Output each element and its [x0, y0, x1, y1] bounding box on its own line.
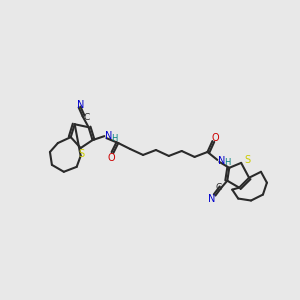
Text: N: N	[77, 100, 84, 110]
Text: H: H	[111, 134, 118, 142]
Text: O: O	[212, 133, 219, 143]
Text: O: O	[107, 153, 115, 163]
Text: S: S	[244, 155, 250, 165]
Text: N: N	[105, 131, 112, 141]
Text: S: S	[79, 149, 85, 159]
Text: C: C	[83, 113, 90, 122]
Text: H: H	[224, 158, 230, 167]
Text: N: N	[208, 194, 215, 203]
Text: N: N	[218, 156, 225, 166]
Text: C: C	[215, 183, 221, 192]
